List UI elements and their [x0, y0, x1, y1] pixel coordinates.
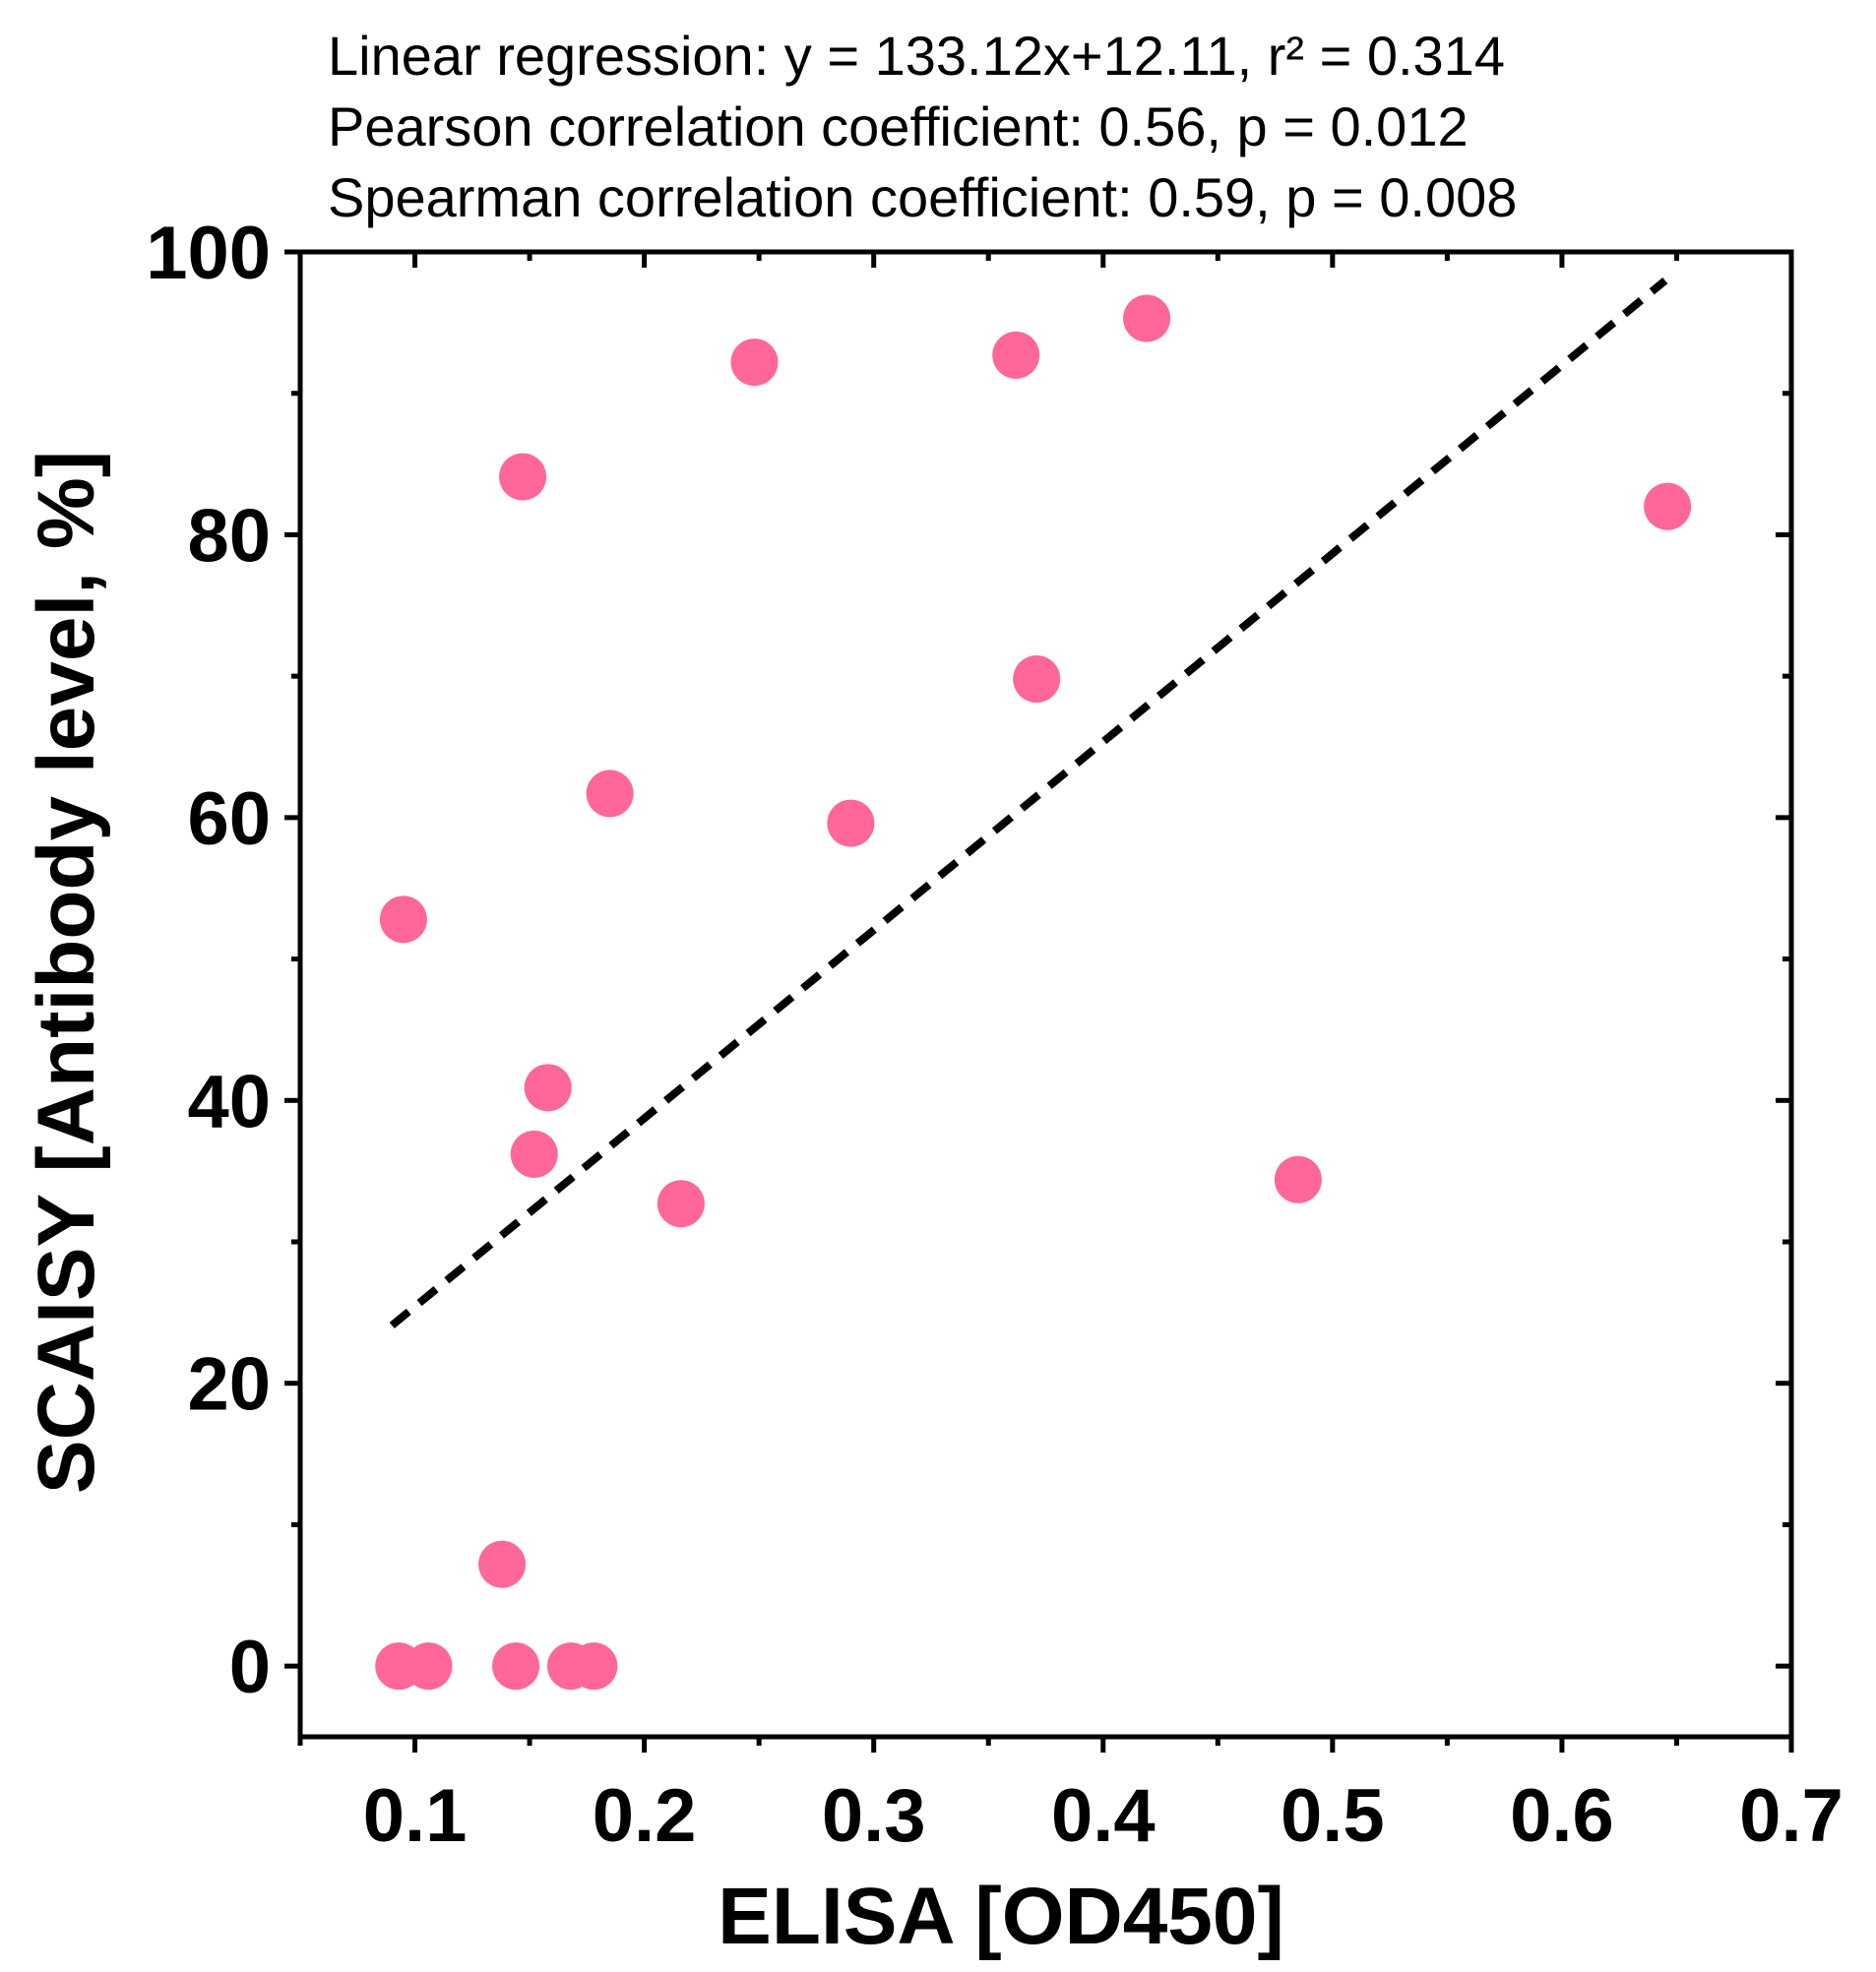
x-tick-label: 0.1 — [363, 1774, 468, 1858]
y-tick-label: 80 — [187, 494, 271, 578]
data-point — [586, 770, 634, 818]
spearman-annotation: Spearman correlation coefficient: 0.59, … — [328, 166, 1517, 228]
y-tick-labels: 0 20 40 60 80 100 — [146, 212, 271, 1709]
y-tick-label: 100 — [146, 212, 271, 295]
stats-annotations: Linear regression: y = 133.12x+12.11, r²… — [328, 25, 1517, 228]
y-tick-label: 40 — [187, 1060, 271, 1143]
ticks — [284, 249, 1794, 1753]
data-point — [1274, 1155, 1322, 1203]
data-point — [657, 1180, 705, 1228]
data-point — [499, 453, 547, 501]
x-tick-label: 0.2 — [593, 1774, 697, 1858]
x-tick-label: 0.3 — [822, 1774, 926, 1858]
data-point — [478, 1540, 527, 1588]
y-axis-title: SCAISY [Antibody level, %] — [22, 451, 111, 1494]
data-point — [992, 331, 1040, 379]
data-point — [730, 339, 779, 387]
x-axis-title: ELISA [OD450] — [718, 1872, 1284, 1961]
x-tick-label: 0.5 — [1281, 1774, 1385, 1858]
data-point — [379, 895, 427, 944]
x-tick-label: 0.4 — [1051, 1774, 1156, 1858]
data-points — [375, 294, 1692, 1691]
data-point — [405, 1642, 453, 1691]
pearson-annotation: Pearson correlation coefficient: 0.56, p… — [328, 95, 1469, 157]
plot-frame — [297, 249, 1794, 1740]
axes — [297, 249, 1794, 1740]
data-point — [492, 1642, 540, 1691]
data-point — [1644, 482, 1692, 530]
regression — [389, 277, 1668, 1329]
regression-annotation: Linear regression: y = 133.12x+12.11, r²… — [328, 25, 1505, 87]
data-point — [524, 1064, 572, 1112]
x-tick-labels: 0.1 0.2 0.3 0.4 0.5 0.6 0.7 — [363, 1774, 1844, 1858]
data-point — [570, 1642, 618, 1691]
data-point — [1013, 655, 1061, 704]
y-tick-label: 20 — [187, 1343, 271, 1427]
data-point — [510, 1130, 558, 1178]
data-point — [1123, 294, 1171, 342]
y-tick-label: 0 — [229, 1626, 271, 1709]
y-tick-label: 60 — [187, 777, 271, 861]
x-tick-label: 0.6 — [1510, 1774, 1614, 1858]
regression-line — [389, 277, 1668, 1329]
data-point — [827, 799, 875, 847]
x-tick-label: 0.7 — [1739, 1774, 1844, 1858]
